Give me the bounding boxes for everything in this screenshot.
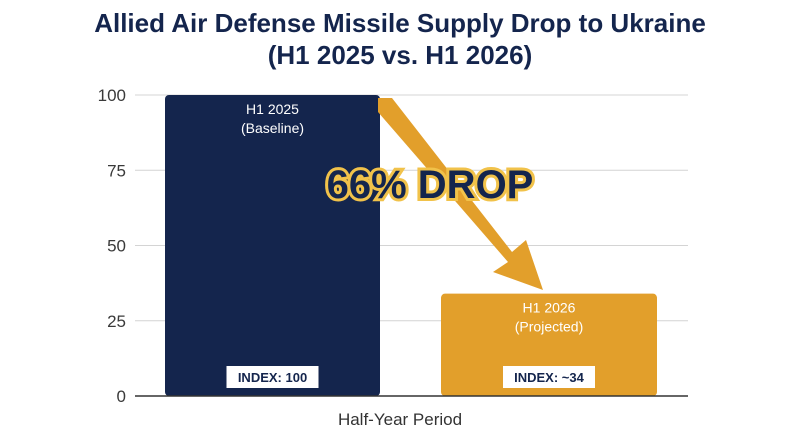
bar-label: H1 2025 [246,101,299,117]
index-badge [226,366,319,388]
chart-title-line2: (H1 2025 vs. H1 2026) [267,40,533,70]
bar-sublabel: (Projected) [515,319,583,335]
bar-group: H1 2025 (Baseline) INDEX: 100 [165,95,380,396]
bar [441,293,657,396]
drop-annotation: 66% DROP [327,163,534,207]
y-tick-label: 100 [98,86,126,105]
x-axis-label: Half-Year Period [338,410,462,429]
index-badge [503,366,595,388]
y-tick-label: 25 [107,312,126,331]
index-label: INDEX: 100 [238,370,307,385]
y-tick-label: 0 [117,387,126,406]
bar-sublabel: (Baseline) [241,120,304,136]
index-label: INDEX: ~34 [514,370,584,385]
bar-label: H1 2026 [523,300,576,316]
drop-arrow [378,98,543,290]
drop-arrow-shape [378,98,543,290]
bar [165,95,380,396]
y-tick-label: 75 [107,161,126,180]
bar-group: H1 2026 (Projected) INDEX: ~34 [441,293,657,396]
bars: H1 2025 (Baseline) INDEX: 100 H1 2026 (Proje… [165,95,657,396]
y-axis: 0 25 50 75 100 [98,86,126,406]
chart-title-line1: Allied Air Defense Missile Supply Drop t… [94,8,706,38]
y-tick-label: 50 [107,237,126,256]
